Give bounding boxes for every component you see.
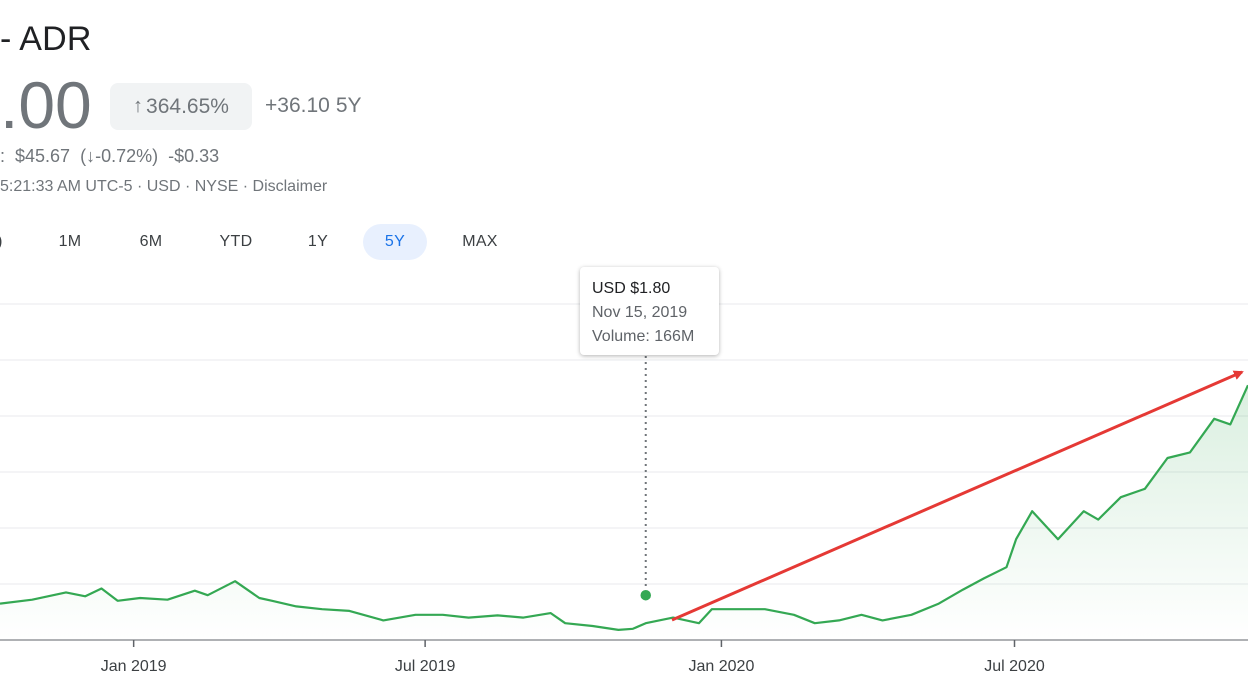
change-percent: 364.65% — [146, 94, 229, 118]
x-tick-label: Jan 2019 — [101, 658, 167, 675]
range-max-button[interactable]: MAX — [462, 233, 498, 250]
tooltip-date: Nov 15, 2019 — [592, 304, 688, 321]
hover-point — [638, 588, 653, 602]
after-hours-percent: (↓-0.72%) — [80, 146, 159, 166]
range-1d-button[interactable]: ) — [0, 224, 10, 260]
change-amount: +36.10 — [265, 94, 330, 117]
change-period: 5Y — [335, 94, 362, 117]
price-chart[interactable]: Jan 2019 Jul 2019 Jan 2020 Jul 2020 — [0, 262, 1248, 686]
arrow-up-icon: ↑ — [133, 95, 144, 117]
trend-arrow — [671, 370, 1244, 622]
after-hours-amount: -$0.33 — [168, 146, 220, 166]
tooltip-volume: Volume: 166M — [592, 328, 695, 345]
tooltip-price: USD $1.80 — [592, 280, 671, 297]
range-ytd-button[interactable]: YTD — [219, 233, 253, 250]
price-line — [0, 384, 1248, 631]
stock-title: - ADR — [0, 20, 92, 58]
change-percent-badge: ↑ 364.65% — [110, 83, 252, 130]
range-5y-button[interactable]: 5Y — [363, 224, 427, 260]
price-area — [0, 385, 1248, 640]
market-meta: 5:21:33 AM UTC-5 · USD · NYSE · Disclaim… — [0, 178, 328, 195]
x-ticks: Jan 2019 Jul 2019 Jan 2020 Jul 2020 — [101, 640, 1045, 675]
hover-tooltip: USD $1.80 Nov 15, 2019 Volume: 166M — [580, 267, 719, 355]
x-tick-label: Jul 2019 — [395, 658, 456, 675]
after-hours-line: : $45.67 (↓-0.72%) -$0.33 — [0, 146, 229, 167]
change-amount-line: +36.10 5Y — [265, 94, 362, 118]
x-tick-label: Jul 2020 — [984, 658, 1045, 675]
range-1y-button[interactable]: 1Y — [307, 233, 329, 250]
chart-gridlines — [0, 303, 1248, 641]
after-hours-price: $45.67 — [15, 146, 71, 166]
after-hours-label: : — [0, 146, 6, 166]
current-price: .00 — [0, 68, 92, 142]
range-1m-button[interactable]: 1M — [58, 233, 82, 250]
x-tick-label: Jan 2020 — [689, 658, 755, 675]
range-6m-button[interactable]: 6M — [139, 233, 163, 250]
range-selector: ) 1M 6M YTD 1Y 5Y MAX — [0, 224, 560, 260]
